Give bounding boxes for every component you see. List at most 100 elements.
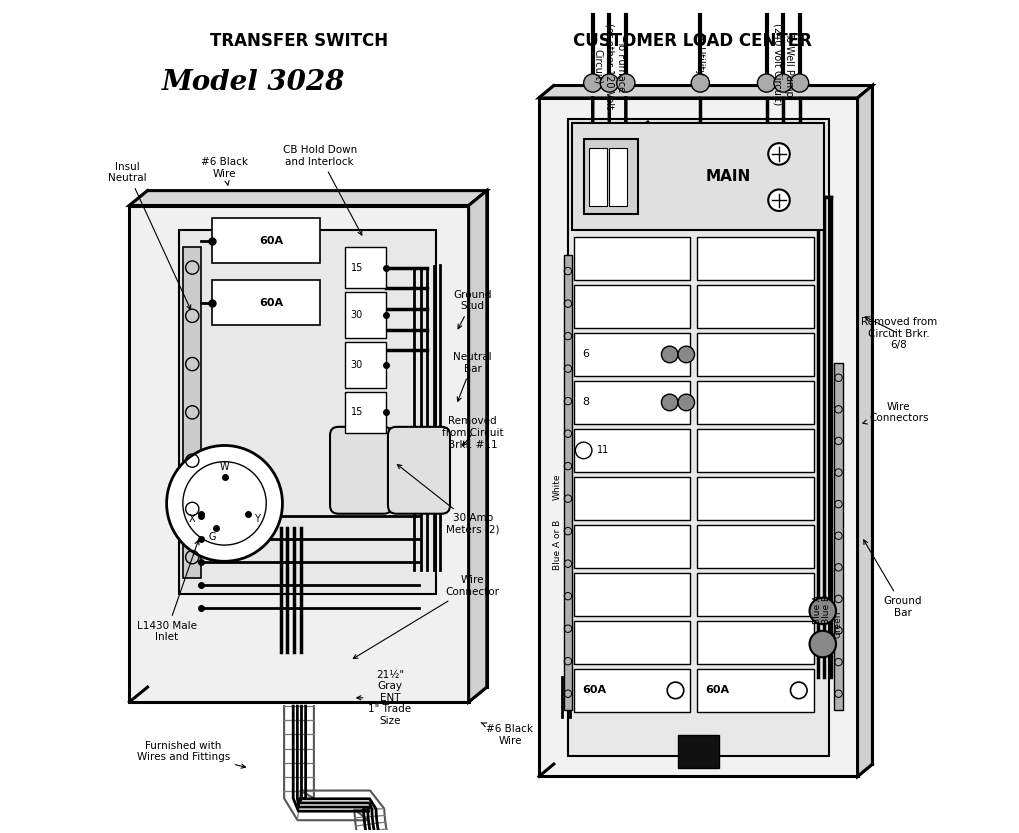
Circle shape bbox=[678, 347, 694, 362]
Polygon shape bbox=[538, 98, 857, 776]
Circle shape bbox=[583, 74, 601, 92]
Bar bbox=[677, 735, 718, 768]
Bar bbox=[573, 429, 690, 472]
FancyBboxPatch shape bbox=[330, 426, 391, 514]
Bar bbox=[588, 147, 606, 206]
Text: 60A: 60A bbox=[259, 236, 283, 246]
Bar bbox=[696, 669, 813, 712]
Polygon shape bbox=[857, 86, 871, 776]
Polygon shape bbox=[468, 191, 486, 702]
Bar bbox=[344, 247, 385, 288]
Text: 15: 15 bbox=[351, 262, 363, 272]
Text: W: W bbox=[219, 462, 229, 472]
Bar bbox=[573, 573, 690, 616]
Bar bbox=[573, 285, 690, 328]
Circle shape bbox=[757, 74, 774, 92]
Text: 8: 8 bbox=[582, 397, 589, 407]
Text: 15: 15 bbox=[351, 407, 363, 417]
Polygon shape bbox=[129, 206, 468, 702]
Polygon shape bbox=[568, 118, 827, 756]
Circle shape bbox=[790, 74, 808, 92]
Circle shape bbox=[660, 347, 678, 362]
Text: Blue B: Blue B bbox=[820, 595, 829, 624]
Text: MAIN: MAIN bbox=[705, 169, 750, 184]
Text: 30 Amp
Meters (2): 30 Amp Meters (2) bbox=[397, 465, 499, 535]
Circle shape bbox=[691, 74, 709, 92]
Text: Wire
Connectors: Wire Connectors bbox=[862, 402, 927, 424]
Bar bbox=[834, 362, 842, 711]
Circle shape bbox=[809, 631, 836, 657]
Text: L1430 Male
Inlet: L1430 Male Inlet bbox=[137, 541, 199, 642]
Bar bbox=[608, 147, 627, 206]
Text: 30: 30 bbox=[351, 360, 363, 370]
Text: White: White bbox=[552, 474, 561, 500]
Text: 11: 11 bbox=[596, 446, 608, 456]
Text: Y: Y bbox=[254, 514, 260, 524]
Bar bbox=[696, 333, 813, 376]
Bar bbox=[212, 280, 319, 326]
Text: Green: Green bbox=[834, 611, 842, 638]
Text: X: X bbox=[189, 514, 195, 524]
Bar bbox=[696, 621, 813, 664]
Bar bbox=[696, 237, 813, 280]
Text: To Furnace
(or other 120 Volt
Circuit): To Furnace (or other 120 Volt Circuit) bbox=[592, 23, 626, 109]
Bar bbox=[696, 573, 813, 616]
Bar bbox=[344, 392, 385, 433]
Text: Removed
from Circuit
Brkr. #11: Removed from Circuit Brkr. #11 bbox=[441, 416, 503, 450]
Circle shape bbox=[599, 74, 618, 92]
Bar bbox=[573, 669, 690, 712]
Bar bbox=[573, 381, 690, 424]
Text: Ground
Stud: Ground Stud bbox=[453, 290, 491, 329]
Text: Model 3028: Model 3028 bbox=[162, 69, 344, 96]
Text: Blue A or B: Blue A or B bbox=[552, 520, 561, 570]
Bar bbox=[573, 621, 690, 664]
Circle shape bbox=[660, 394, 678, 411]
Text: CUSTOMER LOAD CENTER: CUSTOMER LOAD CENTER bbox=[572, 32, 811, 50]
Text: CB Hold Down
and Interlock: CB Hold Down and Interlock bbox=[282, 145, 362, 235]
Circle shape bbox=[809, 598, 836, 624]
Bar bbox=[183, 247, 201, 578]
FancyBboxPatch shape bbox=[387, 426, 449, 514]
Bar bbox=[573, 333, 690, 376]
Text: #6 Black
Wire: #6 Black Wire bbox=[481, 723, 533, 746]
Bar bbox=[573, 477, 690, 520]
Circle shape bbox=[678, 394, 694, 411]
Text: #6 Black
Wire: #6 Black Wire bbox=[201, 157, 248, 185]
Polygon shape bbox=[538, 86, 871, 98]
Text: 60A: 60A bbox=[582, 686, 606, 696]
Text: G: G bbox=[208, 532, 216, 542]
Polygon shape bbox=[179, 231, 435, 595]
Bar bbox=[696, 477, 813, 520]
Text: Ground
Bar: Ground Bar bbox=[863, 540, 921, 617]
Bar bbox=[696, 285, 813, 328]
Circle shape bbox=[767, 143, 789, 165]
Bar bbox=[344, 342, 385, 387]
Text: Insul
Neutral: Insul Neutral bbox=[108, 162, 191, 309]
Text: Blue A: Blue A bbox=[812, 595, 821, 624]
Bar bbox=[572, 122, 823, 231]
Text: Neutral
Bar: Neutral Bar bbox=[453, 352, 491, 402]
Circle shape bbox=[773, 74, 792, 92]
Text: 6: 6 bbox=[582, 349, 589, 360]
Bar bbox=[564, 255, 572, 711]
Text: Removed from
Circuit Brkr.
6/8: Removed from Circuit Brkr. 6/8 bbox=[860, 317, 936, 351]
Bar bbox=[696, 429, 813, 472]
Circle shape bbox=[166, 446, 282, 561]
Bar bbox=[344, 292, 385, 338]
Text: To Utility: To Utility bbox=[695, 33, 704, 76]
Text: 60A: 60A bbox=[705, 686, 729, 696]
Polygon shape bbox=[129, 191, 486, 206]
Bar bbox=[696, 381, 813, 424]
Bar bbox=[584, 139, 638, 214]
Bar bbox=[573, 237, 690, 280]
Bar bbox=[573, 525, 690, 568]
Text: Wire
Connector: Wire Connector bbox=[353, 576, 499, 659]
Text: Furnished with
Wires and Fittings: Furnished with Wires and Fittings bbox=[137, 741, 246, 768]
Circle shape bbox=[616, 74, 634, 92]
Bar bbox=[212, 218, 319, 263]
Circle shape bbox=[767, 189, 789, 211]
Text: TRANSFER SWITCH: TRANSFER SWITCH bbox=[210, 32, 387, 50]
Text: 21½"
Gray
ENT
1" Trade
Size: 21½" Gray ENT 1" Trade Size bbox=[357, 670, 412, 726]
Text: To Well Pump
(240 Volt Circuit): To Well Pump (240 Volt Circuit) bbox=[771, 23, 793, 106]
Text: 30: 30 bbox=[351, 310, 363, 320]
